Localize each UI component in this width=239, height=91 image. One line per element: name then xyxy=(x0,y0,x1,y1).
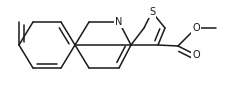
Text: S: S xyxy=(149,7,155,17)
Text: N: N xyxy=(115,17,123,27)
Text: O: O xyxy=(192,50,200,60)
Text: O: O xyxy=(192,23,200,33)
